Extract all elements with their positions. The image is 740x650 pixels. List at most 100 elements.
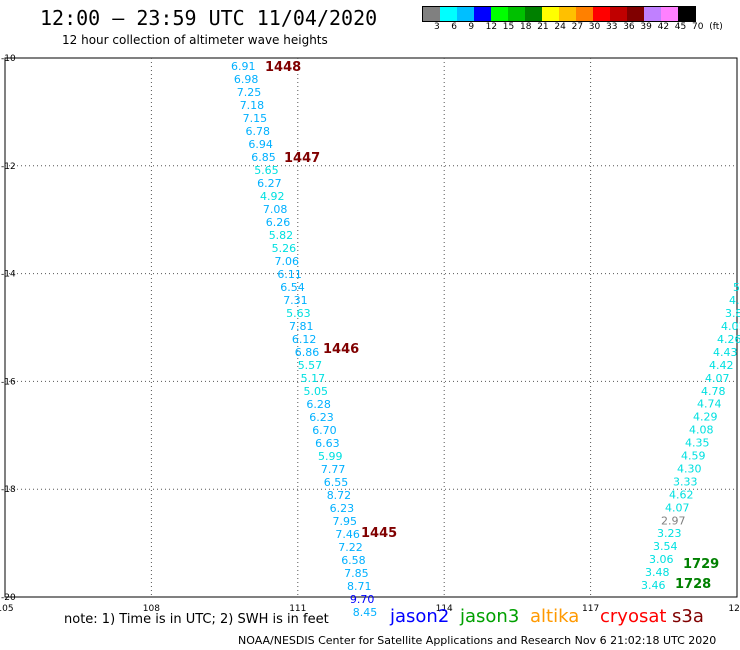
legend-label: 18 — [520, 22, 532, 32]
footer-credit: NOAA/NESDIS Center for Satellite Applica… — [238, 634, 717, 647]
track-value: 6.98 — [234, 73, 259, 86]
track-value: 4.74 — [697, 398, 722, 411]
satellite-label-cryosat: cryosat — [600, 606, 667, 627]
x-tick-label: 120 — [728, 604, 740, 614]
legend-label: 9 — [468, 22, 475, 32]
legend-swatch — [576, 7, 593, 21]
track-value: 8.71 — [347, 580, 372, 593]
track-value: 4.42 — [709, 359, 734, 372]
satellite-label-s3a: s3a — [672, 606, 704, 627]
x-tick-label: 108 — [143, 604, 160, 614]
track-value: 4.78 — [701, 385, 726, 398]
track-value: 6.70 — [312, 424, 337, 437]
legend-label: 42 — [657, 22, 670, 32]
track-value: 7.08 — [263, 203, 288, 216]
y-tick-label: -10 — [1, 54, 16, 64]
track-value: 4.35 — [685, 437, 710, 450]
track-value: 6.85 — [251, 151, 275, 164]
plot-frame — [4, 57, 738, 598]
satellite-label-jason2: jason2 — [390, 606, 450, 627]
legend-swatch — [661, 7, 678, 21]
track-value: 4.62 — [669, 488, 694, 501]
track-value: 6.55 — [324, 476, 349, 489]
y-tick-label: -14 — [1, 270, 16, 280]
track-value: 7.95 — [333, 515, 358, 528]
track-value: 4.01 — [721, 320, 740, 333]
legend-swatch — [610, 7, 627, 21]
track-value: 5.09 — [733, 281, 740, 294]
time-label: 1447 — [284, 151, 320, 166]
track-value: 2.97 — [661, 514, 686, 527]
track-value: 5.82 — [269, 229, 294, 242]
legend-swatch — [559, 7, 576, 21]
track-value: 6.23 — [330, 502, 355, 515]
legend-swatch — [474, 7, 491, 21]
track-value: 4.30 — [677, 462, 702, 475]
track-value: 6.58 — [341, 554, 366, 567]
satellite-label-altika: altika — [530, 606, 580, 627]
track-value: 4.26 — [717, 333, 740, 346]
legend-label: 6 — [451, 22, 457, 32]
track-value: 5.26 — [272, 242, 297, 255]
legend-swatch — [542, 7, 559, 21]
legend-swatch — [627, 7, 644, 21]
track-value: 3.86 — [725, 307, 740, 320]
legend-swatch — [440, 7, 457, 21]
footer-note: note: 1) Time is in UTC; 2) SWH is in fe… — [64, 612, 329, 627]
track-value: 8.45 — [353, 606, 378, 619]
legend-label: 21 — [537, 22, 549, 32]
chart-subtitle: 12 hour collection of altimeter wave hei… — [62, 33, 328, 47]
legend-swatch — [593, 7, 610, 21]
track-value: 4.29 — [693, 411, 718, 424]
legend-swatch — [423, 7, 440, 21]
track-value: 6.54 — [280, 281, 305, 294]
track-value: 8.72 — [327, 489, 352, 502]
track-value: 3.33 — [673, 475, 698, 488]
track-value: 3.48 — [645, 566, 670, 579]
track-value: 4.43 — [713, 346, 738, 359]
legend-label: (ft) — [709, 22, 723, 32]
x-tick-label: 114 — [436, 604, 453, 614]
track-value: 6.91 — [231, 60, 256, 73]
y-tick-label: -16 — [1, 377, 16, 387]
track-value: 7.18 — [240, 99, 265, 112]
legend-label: 39 — [640, 22, 652, 32]
track-value: 6.94 — [248, 138, 273, 151]
legend-swatch — [457, 7, 474, 21]
legend-label: 30 — [588, 22, 601, 32]
legend-label: 70 — [692, 22, 704, 32]
track-value: 7.25 — [237, 86, 261, 99]
track-value: 7.31 — [283, 294, 308, 307]
track-value: 5.05 — [304, 385, 329, 398]
track-value: 6.63 — [315, 437, 340, 450]
track-value: 4.59 — [681, 450, 706, 463]
track-value: 3.23 — [657, 527, 682, 540]
x-tick-label: 105 — [0, 604, 14, 614]
legend-label: 33 — [606, 22, 618, 32]
track-value: 6.28 — [306, 398, 331, 411]
legend-swatch — [508, 7, 525, 21]
track-value: 7.46 — [335, 528, 360, 541]
track-value: 4.24 — [729, 294, 740, 307]
track-value: 4.07 — [705, 372, 730, 385]
track-value: 4.92 — [260, 190, 285, 203]
legend-label: 12 — [485, 22, 498, 32]
track-value: 7.77 — [321, 463, 346, 476]
legend-label: 36 — [623, 22, 635, 32]
track-value: 5.99 — [318, 450, 343, 463]
track-value: 7.06 — [275, 255, 300, 268]
track-value: 5.65 — [254, 164, 279, 177]
track-value: 3.54 — [653, 540, 678, 553]
track-value: 6.86 — [295, 346, 320, 359]
track-value: 7.81 — [289, 320, 314, 333]
track-value: 3.46 — [641, 579, 666, 592]
chart-title: 12:00 — 23:59 UTC 11/04/2020 — [40, 6, 378, 30]
legend-swatch — [644, 7, 661, 21]
track-value: 7.22 — [338, 541, 363, 554]
track-value: 5.57 — [298, 359, 323, 372]
track-value: 6.26 — [266, 216, 291, 229]
x-tick-label: 117 — [582, 604, 599, 614]
legend-swatch — [525, 7, 542, 21]
time-label: 1728 — [675, 577, 711, 592]
